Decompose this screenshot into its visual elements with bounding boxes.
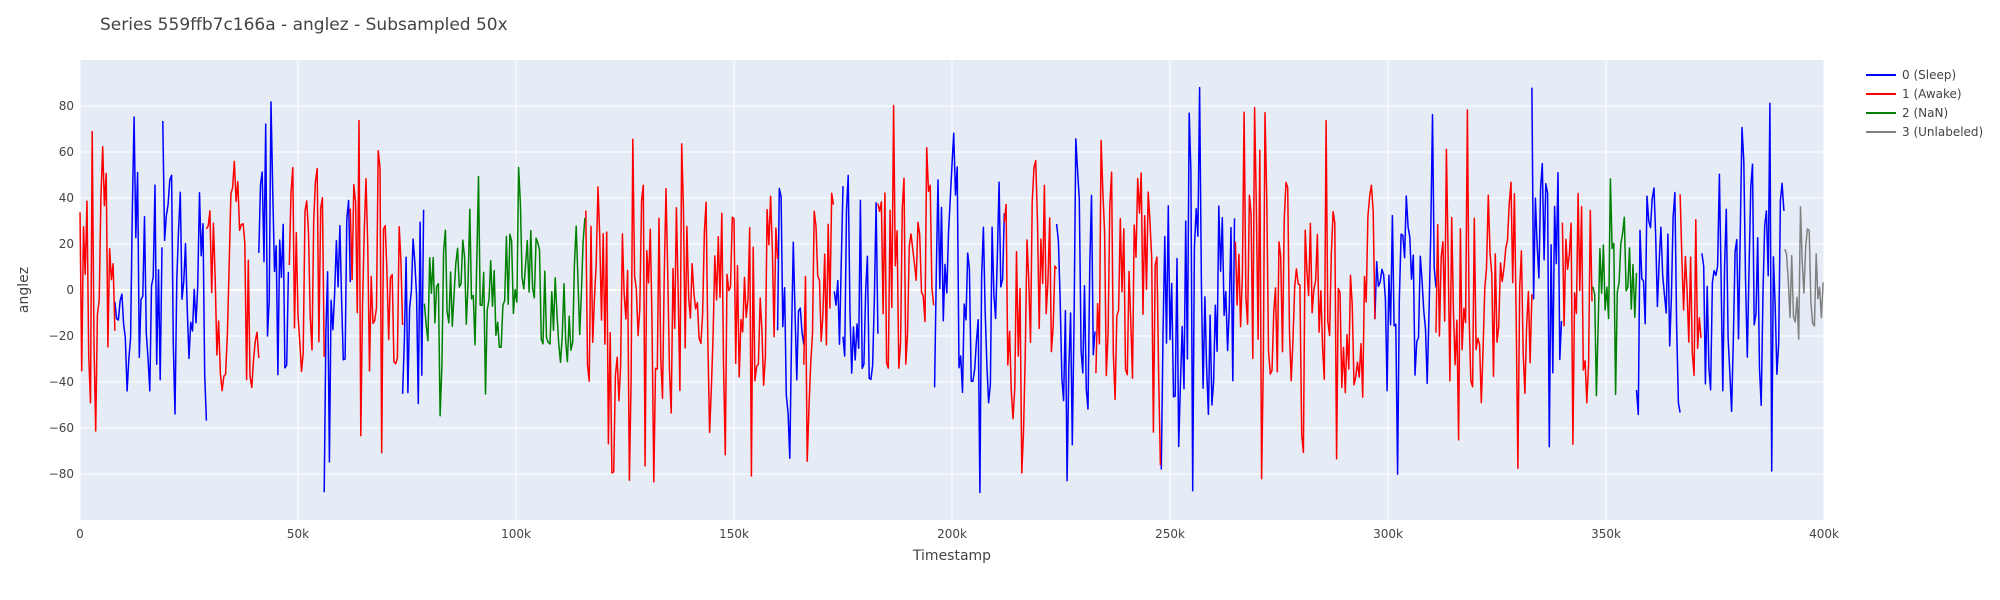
series-line bbox=[114, 116, 163, 392]
series-line bbox=[349, 119, 404, 454]
series-line bbox=[833, 186, 844, 345]
x-axis-ticks: 0 50k 100k 150k 200k 250k 300k 350k 400k bbox=[76, 527, 1839, 541]
series-line bbox=[1234, 106, 1376, 480]
series-line bbox=[877, 104, 935, 369]
y-tick-label: 0 bbox=[66, 283, 74, 297]
y-tick-label: −80 bbox=[49, 467, 74, 481]
legend-item[interactable]: 3 (Unlabeled) bbox=[1866, 125, 1983, 139]
series-line bbox=[803, 192, 835, 463]
y-axis-title: anglez bbox=[16, 267, 32, 313]
series-line bbox=[1435, 109, 1533, 470]
series-line bbox=[423, 166, 586, 417]
series-line bbox=[1531, 87, 1563, 448]
series-line bbox=[1160, 86, 1236, 492]
series-line bbox=[79, 130, 116, 432]
legend-item[interactable]: 1 (Awake) bbox=[1866, 87, 1962, 101]
x-tick-label: 200k bbox=[937, 527, 967, 541]
series-lines bbox=[79, 86, 1824, 494]
series-line bbox=[1679, 194, 1702, 377]
series-line bbox=[1592, 178, 1638, 397]
series-line bbox=[585, 138, 779, 483]
series-line bbox=[323, 199, 352, 493]
series-line bbox=[1635, 187, 1681, 416]
legend-label: 0 (Sleep) bbox=[1902, 68, 1956, 82]
x-tick-label: 100k bbox=[501, 527, 531, 541]
x-tick-label: 150k bbox=[719, 527, 749, 541]
series-line bbox=[1701, 102, 1785, 472]
x-tick-label: 250k bbox=[1155, 527, 1185, 541]
legend-label: 2 (NaN) bbox=[1902, 106, 1948, 120]
series-line bbox=[1095, 139, 1162, 466]
legend-label: 1 (Awake) bbox=[1902, 87, 1962, 101]
y-tick-label: 20 bbox=[59, 237, 74, 251]
series-line bbox=[1561, 192, 1593, 446]
y-tick-label: 60 bbox=[59, 145, 74, 159]
x-tick-label: 350k bbox=[1591, 527, 1621, 541]
series-line bbox=[1003, 159, 1058, 474]
legend-item[interactable]: 2 (NaN) bbox=[1866, 106, 1948, 120]
series-line bbox=[1784, 206, 1824, 340]
y-tick-label: −20 bbox=[49, 329, 74, 343]
series-line bbox=[401, 209, 425, 405]
y-tick-label: 40 bbox=[59, 191, 74, 205]
series-line bbox=[1374, 113, 1437, 475]
series-line bbox=[776, 187, 805, 460]
x-tick-label: 0 bbox=[76, 527, 84, 541]
series-line bbox=[1055, 138, 1096, 482]
x-tick-label: 50k bbox=[287, 527, 309, 541]
x-tick-label: 300k bbox=[1373, 527, 1403, 541]
series-line bbox=[258, 101, 290, 376]
legend-label: 3 (Unlabeled) bbox=[1902, 125, 1983, 139]
legend[interactable]: 0 (Sleep) 1 (Awake) 2 (NaN) 3 (Unlabeled) bbox=[1866, 68, 1983, 139]
series-line bbox=[933, 132, 1006, 494]
y-tick-label: −60 bbox=[49, 421, 74, 435]
x-tick-label: 400k bbox=[1809, 527, 1839, 541]
y-tick-label: −40 bbox=[49, 375, 74, 389]
series-line bbox=[162, 120, 208, 421]
y-axis-ticks: 80 60 40 20 0 −20 −40 −60 −80 bbox=[49, 99, 74, 481]
x-axis-title: Timestamp bbox=[912, 548, 991, 564]
series-line bbox=[288, 166, 325, 373]
chart-title: Series 559ffb7c166a - anglez - Subsample… bbox=[100, 15, 508, 35]
legend-item[interactable]: 0 (Sleep) bbox=[1866, 68, 1956, 82]
series-line bbox=[205, 160, 260, 392]
y-tick-label: 80 bbox=[59, 99, 74, 113]
series-line bbox=[842, 174, 879, 381]
